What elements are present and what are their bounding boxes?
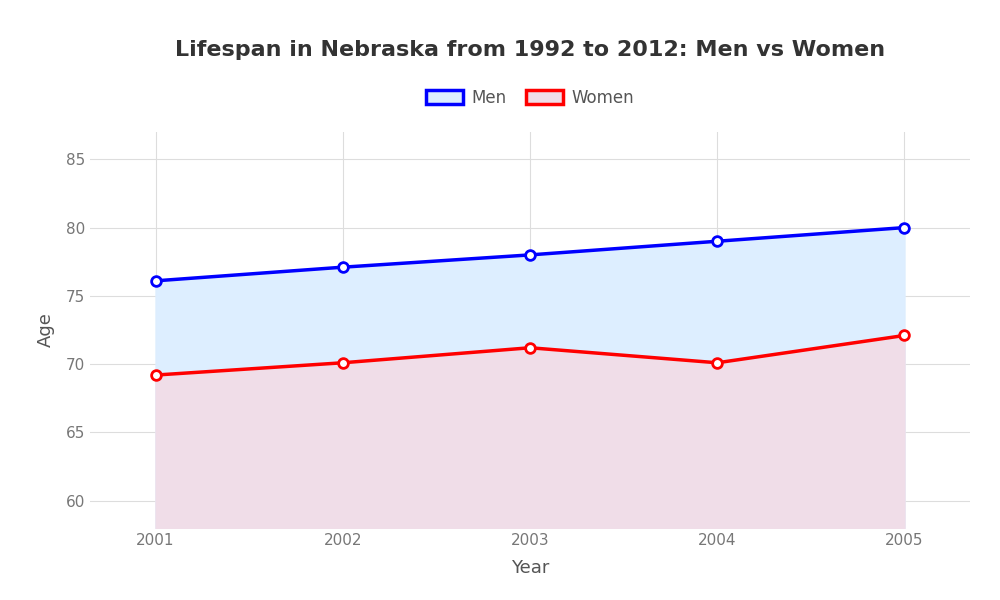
Legend: Men, Women: Men, Women: [426, 89, 634, 107]
Y-axis label: Age: Age: [37, 313, 55, 347]
X-axis label: Year: Year: [511, 559, 549, 577]
Title: Lifespan in Nebraska from 1992 to 2012: Men vs Women: Lifespan in Nebraska from 1992 to 2012: …: [175, 40, 885, 59]
